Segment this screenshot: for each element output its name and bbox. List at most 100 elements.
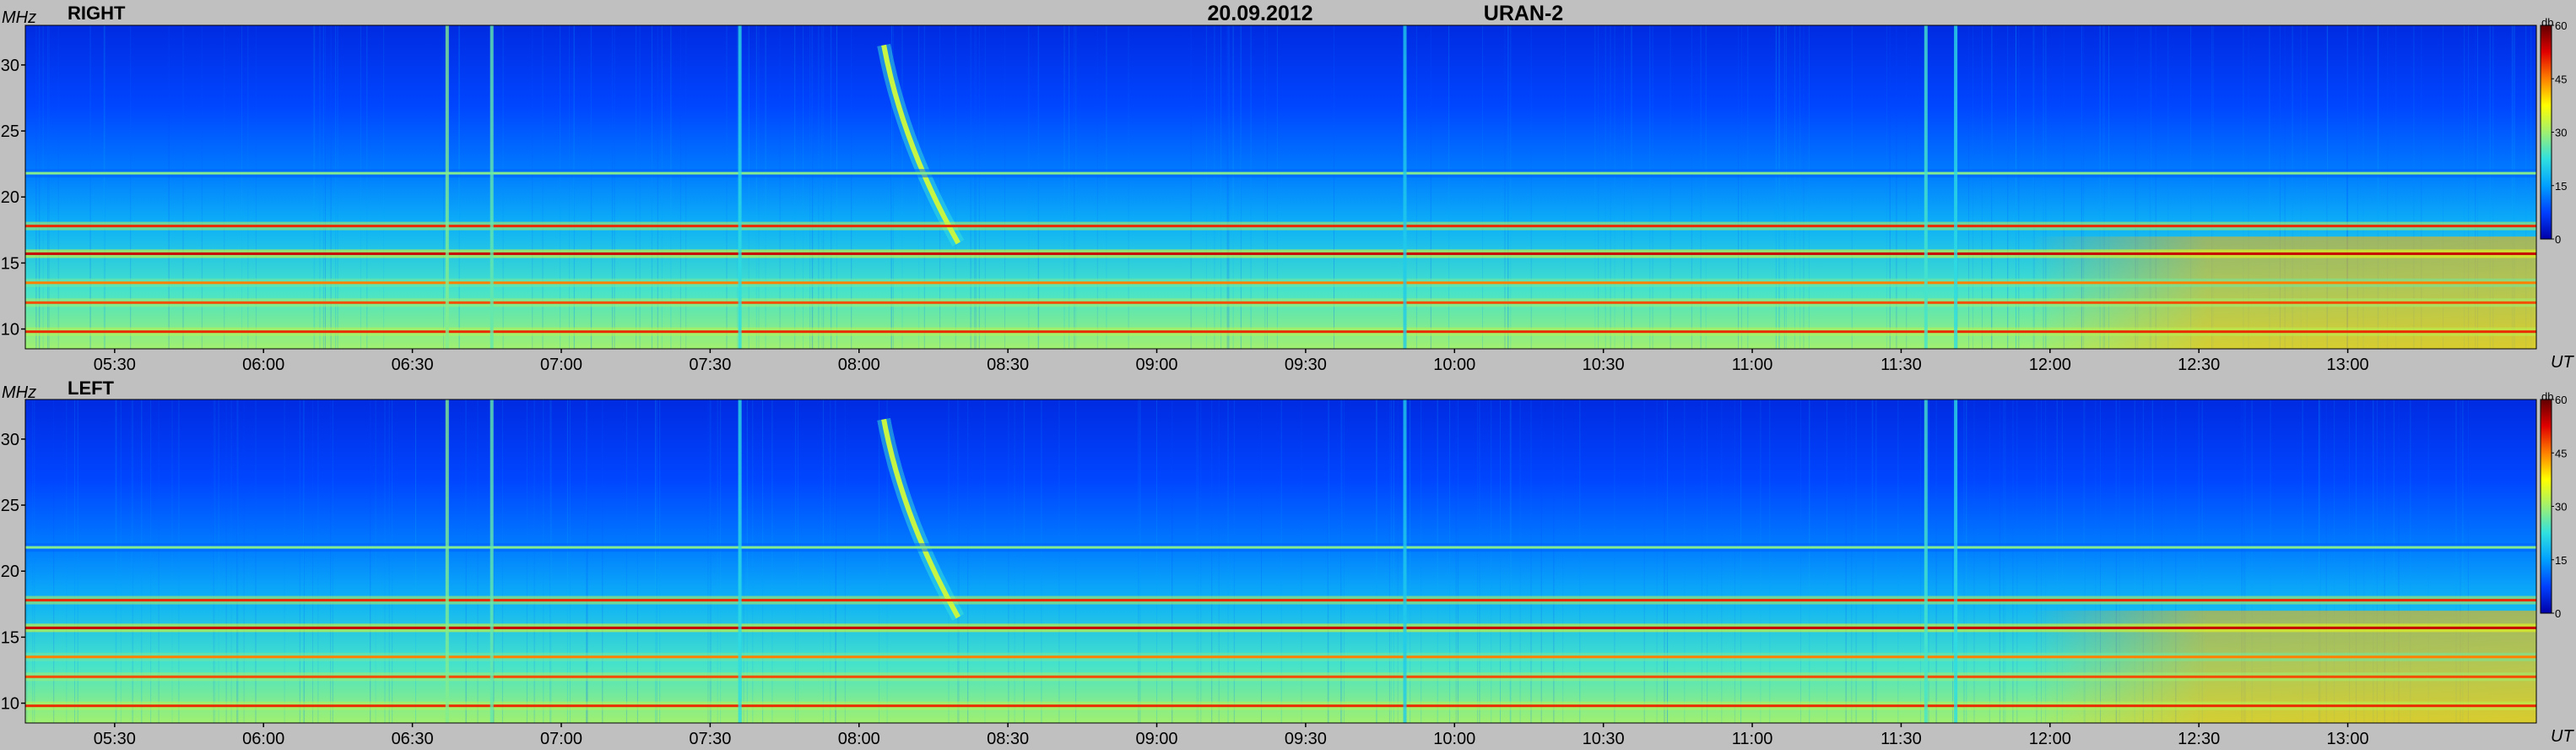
colorbar-tick-label: 15 [2555,180,2567,193]
y-tick-label: 20 [1,188,19,207]
x-tick-label: 06:00 [242,356,284,374]
interference-band [25,252,2536,255]
y-tick-label: 30 [1,431,19,449]
y-tick-label: 25 [1,122,19,141]
x-axis-unit: UT [2551,727,2574,746]
x-tick-label: 11:30 [1881,356,1922,374]
vertical-interference [490,25,494,349]
vertical-interference [445,399,449,723]
x-tick-label: 09:30 [1285,730,1327,748]
y-axis-ticks: 10 15 20 25 30 [1,57,25,340]
plot-frame [24,24,2537,350]
colorbar-tick-label: 45 [2555,447,2567,459]
x-tick-label: 06:00 [242,730,284,748]
vertical-interference [738,25,742,349]
x-tick-label: 10:30 [1583,730,1625,748]
x-tick-label: 07:00 [540,356,582,374]
spectrogram-plot [24,399,2537,724]
x-tick-label: 09:00 [1135,730,1177,748]
x-tick-label: 07:30 [689,356,731,374]
interference-band [25,655,2536,659]
vertical-interference [445,25,449,349]
vertical-interference [1954,399,1958,723]
y-axis-unit: MHz [2,383,36,402]
colorbar-tick-label: 15 [2555,554,2567,567]
colorbar-tick-label: 30 [2555,501,2567,514]
instrument-name: URAN-2 [1484,2,1563,25]
x-tick-label: 06:30 [392,730,434,748]
x-tick-label: 08:30 [987,730,1029,748]
y-axis-ticks: 10 15 20 25 30 [1,431,25,714]
interference-band [25,301,2536,304]
x-tick-label: 09:00 [1135,356,1177,374]
panel-left: LEFT MHz UT 05:30 06:00 06:30 07:00 07:30 08:… [1,378,2575,748]
x-tick-label: 07:00 [540,730,582,748]
y-tick-label: 25 [1,497,19,515]
panel-title: RIGHT [68,3,126,24]
interference-band [25,171,2536,175]
y-tick-label: 30 [1,57,19,75]
interference-band [25,704,2536,708]
x-tick-label: 10:00 [1433,356,1475,374]
vertical-interference [1403,25,1407,349]
x-tick-label: 09:30 [1285,356,1327,374]
x-tick-label: 08:00 [838,356,880,374]
interference-band [25,675,2536,678]
vertical-interference [1403,399,1407,723]
y-tick-label: 10 [1,695,19,714]
x-tick-label: 11:00 [1732,730,1773,748]
x-axis-ticks: 05:30 06:00 06:30 07:00 07:30 08:00 08:30 09:00… [94,349,2369,374]
y-axis-unit: MHz [2,8,36,27]
x-tick-label: 12:30 [2178,730,2220,748]
drifting-burst [881,418,961,619]
vertical-interference [738,399,742,723]
interference-band [25,225,2536,228]
vertical-interference [490,399,494,723]
x-tick-label: 06:30 [392,356,434,374]
colorbar-tick-label: 60 [2555,394,2567,406]
interference-band [25,626,2536,629]
x-tick-label: 13:00 [2327,730,2369,748]
x-tick-label: 10:30 [1583,356,1625,374]
x-tick-label: 12:00 [2029,356,2071,374]
x-tick-label: 05:30 [94,356,136,374]
colorbar-scale [2540,399,2552,614]
x-tick-label: 11:00 [1732,356,1773,374]
x-tick-label: 08:00 [838,730,880,748]
interference-band [25,599,2536,602]
x-tick-label: 12:30 [2178,356,2220,374]
colorbar-tick-label: 30 [2555,127,2567,139]
interference-band [25,281,2536,285]
x-tick-label: 08:30 [987,356,1029,374]
colorbar-tick-label: 0 [2555,233,2561,246]
observation-date: 20.09.2012 [1207,2,1312,25]
interference-band [25,330,2536,334]
x-axis-unit: UT [2551,353,2574,372]
colorbar-tick-label: 60 [2555,19,2567,32]
y-tick-label: 15 [1,628,19,647]
colorbar-tick-label: 0 [2555,607,2561,620]
spectrogram-plot [24,24,2537,350]
x-tick-label: 07:30 [689,730,731,748]
drifting-burst [881,44,961,245]
x-tick-label: 13:00 [2327,356,2369,374]
y-tick-label: 15 [1,254,19,273]
vertical-interference [1954,25,1958,349]
x-tick-label: 10:00 [1433,730,1475,748]
x-tick-label: 05:30 [94,730,136,748]
y-tick-label: 10 [1,321,19,340]
vertical-interference [1924,399,1928,723]
x-axis-ticks: 05:30 06:00 06:30 07:00 07:30 08:00 08:30 09:00… [94,723,2369,748]
colorbar-scale [2540,24,2552,240]
x-tick-label: 11:30 [1881,730,1922,748]
panel-right: RIGHT MHz UT 05:30 06:00 06:30 07:00 07:30 08… [1,3,2575,374]
x-tick-label: 12:00 [2029,730,2071,748]
y-tick-label: 20 [1,562,19,581]
vertical-interference [1924,25,1928,349]
panel-title: LEFT [68,378,115,399]
interference-band [25,546,2536,549]
colorbar-tick-label: 45 [2555,73,2567,85]
